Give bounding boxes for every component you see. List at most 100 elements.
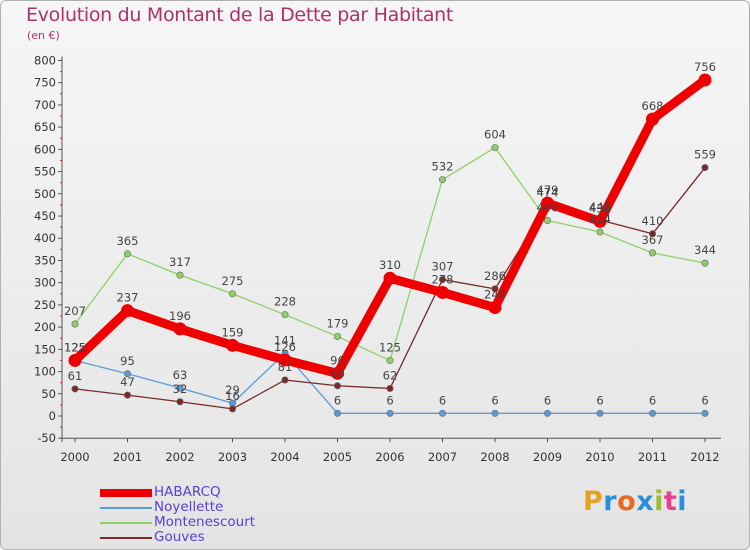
data-point-montenescourt — [543, 216, 551, 224]
data-point-montenescourt — [596, 228, 604, 236]
y-tick-label: 400 — [34, 231, 56, 245]
y-tick-label: -50 — [37, 431, 56, 445]
data-point-habarcq — [226, 338, 239, 352]
x-tick-label: 2006 — [375, 450, 404, 464]
data-label-noyellette: 6 — [334, 393, 341, 407]
data-label-habarcq: 756 — [694, 60, 716, 74]
y-tick-label: 650 — [34, 120, 56, 134]
data-point-montenescourt — [71, 320, 79, 328]
data-label-gouves: 47 — [120, 375, 135, 389]
data-point-habarcq — [646, 112, 659, 126]
data-label-noyellette: 6 — [544, 393, 551, 407]
data-label-montenescourt: 414 — [589, 212, 611, 226]
legend-swatch — [100, 537, 152, 539]
data-label-noyellette: 6 — [386, 393, 393, 407]
data-label-noyellette: 63 — [173, 368, 188, 382]
data-label-noyellette: 6 — [491, 393, 498, 407]
data-label-noyellette: 125 — [64, 340, 86, 354]
data-label-montenescourt: 275 — [222, 274, 244, 288]
data-point-gouves — [491, 285, 499, 293]
x-tick-label: 2012 — [690, 450, 719, 464]
data-point-noyellette — [124, 370, 132, 378]
data-point-montenescourt — [701, 259, 709, 267]
y-tick-label: 200 — [34, 320, 56, 334]
data-label-montenescourt: 207 — [64, 304, 86, 318]
data-point-habarcq — [698, 73, 712, 87]
data-point-noyellette — [438, 409, 446, 417]
data-point-montenescourt — [229, 290, 237, 298]
data-point-gouves — [386, 384, 394, 392]
data-point-habarcq — [593, 214, 607, 228]
data-point-montenescourt — [333, 332, 341, 340]
y-tick-label: 450 — [34, 209, 56, 223]
legend-swatch — [100, 522, 152, 524]
legend-swatch — [100, 507, 152, 509]
data-label-gouves: 62 — [383, 368, 398, 382]
data-label-gouves: 559 — [694, 148, 716, 162]
data-point-noyellette — [333, 409, 341, 417]
data-label-habarcq: 125 — [64, 340, 86, 354]
data-label-montenescourt: 125 — [379, 340, 401, 354]
data-label-montenescourt: 228 — [274, 295, 296, 309]
data-point-noyellette — [701, 409, 709, 417]
x-tick-label: 2008 — [480, 450, 509, 464]
data-point-gouves — [701, 164, 709, 172]
data-point-gouves — [71, 385, 79, 393]
y-tick-label: 150 — [34, 342, 56, 356]
data-point-habarcq — [488, 301, 502, 315]
data-point-habarcq — [173, 322, 187, 336]
data-point-noyellette — [596, 409, 604, 417]
data-label-noyellette: 29 — [225, 383, 240, 397]
data-label-noyellette: 6 — [649, 393, 656, 407]
x-tick-label: 2011 — [638, 450, 667, 464]
data-label-gouves: 474 — [537, 185, 559, 199]
y-tick-label: 0 — [49, 409, 56, 423]
data-point-montenescourt — [281, 311, 289, 319]
chart-axes: -50 0 50 100 150 200 250 300 350 400 450 500 550 600 6… — [34, 53, 721, 464]
data-point-habarcq — [68, 353, 82, 367]
data-point-montenescourt — [386, 356, 394, 364]
data-point-noyellette — [543, 409, 551, 417]
x-tick-label: 2003 — [218, 450, 247, 464]
data-label-gouves: 16 — [225, 389, 240, 403]
data-label-noyellette: 95 — [120, 354, 135, 368]
data-point-noyellette — [386, 409, 394, 417]
data-label-montenescourt: 604 — [484, 128, 506, 142]
data-label-habarcq: 479 — [537, 183, 559, 197]
data-label-gouves: 32 — [173, 382, 188, 396]
series-layer — [68, 73, 712, 417]
x-tick-label: 2001 — [113, 450, 142, 464]
y-tick-label: 300 — [34, 276, 56, 290]
data-point-habarcq — [383, 271, 397, 285]
data-label-noyellette: 6 — [701, 393, 708, 407]
y-tick-label: 250 — [34, 298, 56, 312]
data-point-gouves — [648, 230, 656, 238]
data-label-habarcq: 96 — [330, 353, 345, 367]
x-tick-label: 2009 — [533, 450, 562, 464]
data-point-habarcq — [278, 353, 292, 367]
data-point-montenescourt — [176, 271, 184, 279]
y-tick-label: 100 — [34, 365, 56, 379]
x-tick-label: 2002 — [165, 450, 194, 464]
data-point-gouves — [333, 382, 341, 390]
data-labels-layer: 1252371961591269631027824447943866875612… — [64, 60, 716, 407]
data-label-gouves: 410 — [642, 214, 664, 228]
data-point-gouves — [229, 405, 237, 413]
y-tick-label: 700 — [34, 98, 56, 112]
y-tick-label: 550 — [34, 165, 56, 179]
data-label-habarcq: 278 — [432, 272, 454, 286]
data-point-montenescourt — [438, 176, 446, 184]
data-label-gouves: 68 — [330, 366, 345, 380]
data-label-habarcq: 438 — [589, 201, 611, 215]
data-label-habarcq: 244 — [484, 288, 506, 302]
legend-label: Noyellette — [154, 499, 224, 515]
data-label-montenescourt: 440 — [537, 200, 559, 214]
y-tick-label: 50 — [41, 387, 56, 401]
data-label-gouves: 307 — [432, 260, 454, 274]
data-point-gouves — [281, 376, 289, 384]
data-label-montenescourt: 317 — [169, 255, 191, 269]
data-label-montenescourt: 344 — [694, 243, 716, 257]
chart-subtitle: (en €) — [27, 29, 60, 42]
